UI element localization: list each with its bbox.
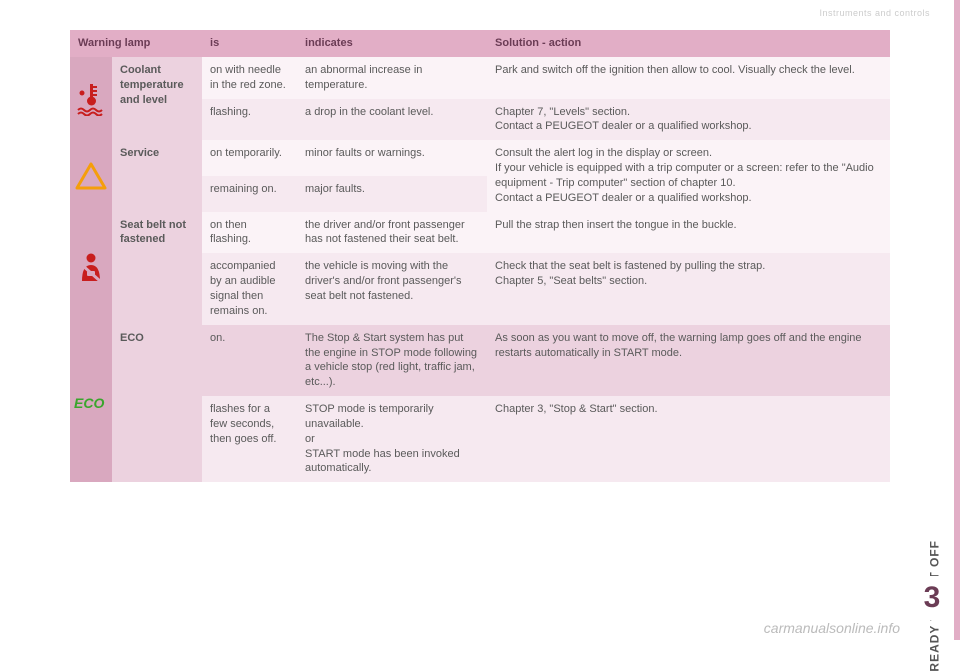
icon-cell-coolant [70, 57, 112, 140]
cell-solution: Park and switch off the ignition then al… [487, 57, 890, 99]
service-warning-icon [74, 161, 108, 191]
cell-is: remaining on. [202, 176, 297, 212]
lamp-name-service: Service [112, 140, 202, 211]
icon-cell-seatbelt [70, 212, 112, 325]
cell-is: flashing. [202, 99, 297, 141]
cell-indicates: The Stop & Start system has put the engi… [297, 325, 487, 396]
col-header-is: is [202, 30, 297, 57]
footer-watermark: carmanualsonline.info [764, 620, 900, 636]
lamp-name-eco: ECO [112, 325, 202, 483]
table-row: Seat belt not fastened on then flashing.… [70, 212, 890, 254]
cell-is: on with needle in the red zone. [202, 57, 297, 99]
table-row: Service on temporarily. minor faults or … [70, 140, 890, 176]
cell-is: on temporarily. [202, 140, 297, 176]
cell-indicates: minor faults or warnings. [297, 140, 487, 176]
svg-text:ECO: ECO [74, 395, 104, 411]
cell-solution: Chapter 3, "Stop & Start" section. [487, 396, 890, 482]
cell-solution: Check that the seat belt is fastened by … [487, 253, 890, 324]
page-header: Instruments and controls [819, 8, 930, 18]
col-header-lamp: Warning lamp [70, 30, 202, 57]
warning-lamp-table: Warning lamp is indicates Solution - act… [70, 30, 890, 482]
cell-indicates: major faults. [297, 176, 487, 212]
cell-indicates: the driver and/or front passenger has no… [297, 212, 487, 254]
cell-solution: Consult the alert log in the display or … [487, 140, 890, 211]
table-row: Coolant temperature and level on with ne… [70, 57, 890, 99]
cell-indicates: a drop in the coolant level. [297, 99, 487, 141]
icon-cell-eco: ECO [70, 325, 112, 483]
chapter-number: 3 [910, 576, 954, 620]
eco-icon: ECO [74, 393, 110, 413]
cell-indicates: STOP mode is temporarily unavailable.orS… [297, 396, 487, 482]
cell-indicates: the vehicle is moving with the driver's … [297, 253, 487, 324]
cell-indicates: an abnormal increase in temperature. [297, 57, 487, 99]
seatbelt-icon [76, 251, 106, 285]
cell-is: accompanied by an audible signal then re… [202, 253, 297, 324]
col-header-solution: Solution - action [487, 30, 890, 57]
lamp-name-coolant: Coolant temperature and level [112, 57, 202, 140]
cell-is: on then flashing. [202, 212, 297, 254]
col-header-indicates: indicates [297, 30, 487, 57]
lamp-name-seatbelt: Seat belt not fastened [112, 212, 202, 325]
table-row: ECO ECO on. The Stop & Start system has … [70, 325, 890, 396]
side-accent-bar [954, 0, 960, 640]
cell-solution: Pull the strap then insert the tongue in… [487, 212, 890, 254]
table-header-row: Warning lamp is indicates Solution - act… [70, 30, 890, 57]
coolant-temp-icon [75, 82, 107, 116]
warning-lamp-table-container: Warning lamp is indicates Solution - act… [70, 30, 890, 482]
cell-solution: As soon as you want to move off, the war… [487, 325, 890, 396]
icon-cell-service [70, 140, 112, 211]
cell-is: on. [202, 325, 297, 396]
cell-solution: Chapter 7, "Levels" section.Contact a PE… [487, 99, 890, 141]
cell-is: flashes for a few seconds, then goes off… [202, 396, 297, 482]
